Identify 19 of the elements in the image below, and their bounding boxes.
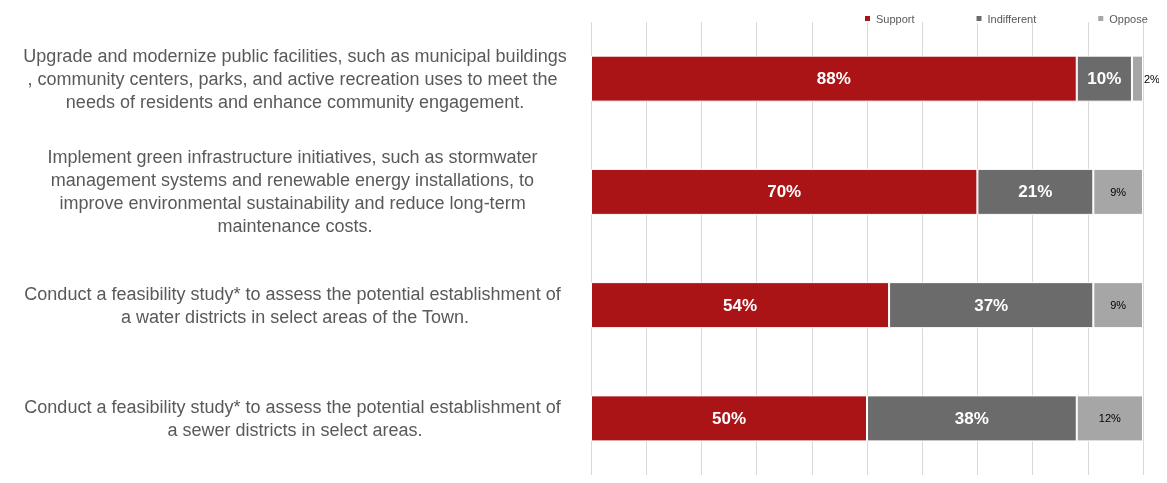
legend-label: Support [876, 12, 915, 25]
y-tick-label: Conduct a feasibility study* to assess the potential establishment of a water districts in select areas of the Town. [24, 283, 566, 327]
data-label: 50% [711, 408, 747, 428]
data-label: 9% [1110, 185, 1127, 198]
legend-label: Indifferent [987, 12, 1037, 25]
y-tick-label: Upgrade and modernize public facilities, such as municipal buildings, community centers, parks, and active recreation uses to meet the needs of residents and enhance community engagement. [23, 45, 567, 112]
legend-label: Oppose [1109, 12, 1148, 25]
data-label: 9% [1110, 299, 1127, 312]
data-label: 2% [1144, 72, 1161, 85]
data-label: 38% [954, 408, 989, 428]
data-label: 12% [1098, 412, 1122, 425]
data-label: 54% [723, 295, 758, 315]
y-tick-label: Conduct a feasibility study* to assess the potential establishment of a sewer districts in select areas. [24, 396, 566, 440]
y-tick-label: Implement green infrastructure initiatives, such as stormwater management systems and renewable energy installations, to improve environmental sustainability and reduce long-term maintenance costs. [47, 147, 543, 237]
data-label: 10% [1087, 69, 1122, 89]
data-label: 70% [767, 182, 802, 202]
data-label: 21% [1018, 182, 1053, 202]
data-label: 88% [816, 69, 851, 89]
data-label: 37% [974, 295, 1009, 315]
